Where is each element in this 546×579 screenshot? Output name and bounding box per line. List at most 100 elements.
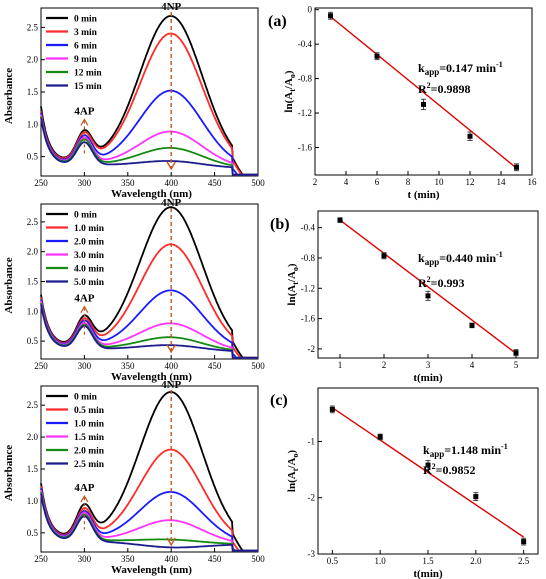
legend-label: 12 min (74, 69, 102, 79)
x-tick-label: 450 (208, 361, 222, 371)
y-axis-title: Absorbance (3, 445, 15, 501)
r2-symbol: R (423, 463, 432, 477)
y-tick-label: -1.6 (298, 142, 313, 152)
spectrum-line (40, 493, 258, 552)
legend-label: 0 min (74, 211, 98, 221)
x-tick-label: 350 (121, 178, 135, 188)
y-axis-title-part: /A (283, 78, 295, 90)
kapp-symbol: k (423, 443, 430, 457)
x-tick-label: 2.5 (518, 556, 530, 566)
legend-label: 1.5 min (74, 433, 105, 443)
y-tick-label: 2.5 (27, 217, 39, 227)
x-axis-title: t(min) (413, 372, 443, 384)
x-tick-label: 500 (251, 361, 265, 371)
spectrum-line (40, 117, 258, 176)
r2-symbol: R (418, 82, 427, 96)
kapp-subscript: app (425, 67, 440, 77)
legend-label: 0 min (74, 393, 98, 403)
legend-label: 1.0 min (74, 420, 105, 430)
kapp-text: kapp=0.440 min-1 (418, 250, 503, 267)
y-tick-label: 1.5 (27, 464, 39, 474)
kinetics-panel-b: 1 2 3 4 5 -0.4 -0.8 -1.2 -1.6 -2 t(min) ln(At/Ao) (b… (270, 210, 539, 384)
data-point (377, 434, 383, 440)
y-tick-label: 1.0 (27, 306, 39, 316)
y-axis-title: Absorbance (3, 68, 15, 124)
y-tick-label: -2 (308, 344, 316, 354)
y-tick-label: 1.0 (27, 119, 39, 129)
x-tick-label: 4 (470, 360, 475, 370)
arrow-head-down (166, 161, 176, 171)
r2-text: R2=0.993 (418, 275, 465, 290)
y-tick-label: -0.8 (298, 74, 313, 84)
legend-label: 2.0 min (74, 238, 105, 248)
x-tick-label: 500 (251, 554, 265, 564)
x-tick-label: 300 (78, 554, 92, 564)
x-tick-label: 14 (497, 177, 507, 187)
y-tick-label: 2.0 (27, 247, 39, 257)
x-tick-label: 16 (528, 177, 538, 187)
r2-exponent: 2 (432, 462, 436, 471)
y-tick-label: 1.5 (27, 277, 39, 287)
y-axis-title-part: o (291, 267, 300, 271)
legend-label: 2.0 min (74, 447, 105, 457)
y-axis-title-part: ln(A (283, 92, 295, 113)
r2-text: R2=0.9852 (423, 462, 476, 477)
x-tick-label: 6 (375, 177, 380, 187)
data-point (513, 350, 519, 356)
x-tick-label: 450 (208, 554, 222, 564)
x-axis-title: Wavelength (nm) (111, 188, 192, 200)
arrow-head-down (166, 344, 176, 354)
annotation-4np: 4NP (161, 197, 181, 209)
annotation-4np: 4NP (161, 1, 181, 13)
x-tick-label: 400 (164, 361, 178, 371)
y-tick-label: 0.5 (27, 528, 39, 538)
y-axis-title-part: ln(A (286, 471, 298, 492)
y-tick-label: -0.4 (301, 223, 316, 233)
y-tick-label: 2.5 (27, 22, 39, 32)
spectrum-line (40, 114, 258, 176)
annotation-4ap: 4AP (74, 105, 94, 117)
y-tick-label: 0.5 (27, 152, 39, 162)
r2-exponent: 2 (427, 81, 431, 90)
data-point (374, 53, 380, 59)
x-axis-title: Wavelength (nm) (111, 371, 192, 383)
data-point (425, 462, 431, 468)
x-tick-label: 400 (164, 178, 178, 188)
spectrum-line (40, 32, 258, 176)
data-point (337, 217, 343, 223)
legend-label: 2.5 min (74, 460, 105, 470)
r2-value: =0.9898 (431, 82, 471, 96)
y-axis-title: ln(At/Ao) (286, 450, 300, 492)
kinetics-panel-c: 0.5 1.0 1.5 2.0 2.5 -1 -2 -3 t(min) ln(At/Ao) (c) k… (270, 387, 539, 579)
data-point (521, 539, 527, 545)
x-tick-label: 1.5 (422, 556, 434, 566)
kapp-text: kapp=0.147 min-1 (418, 60, 503, 77)
legend-label: 6 min (74, 42, 98, 52)
legend-label: 9 min (74, 55, 98, 65)
y-axis-title-part: t (291, 468, 300, 471)
annotation-4np: 4NP (161, 379, 181, 391)
y-tick-label: -2 (308, 493, 316, 503)
x-tick-label: 500 (251, 178, 265, 188)
fit-line (330, 16, 517, 169)
fit-line (331, 407, 525, 538)
legend-label: 0 min (74, 15, 98, 25)
x-tick-label: 2 (382, 360, 387, 370)
x-tick-label: 1 (338, 360, 343, 370)
data-point (425, 293, 431, 299)
fit-line (339, 219, 517, 355)
data-point (329, 406, 335, 412)
x-tick-label: 300 (78, 178, 92, 188)
y-axis-title: ln(At/Ao) (283, 70, 297, 112)
x-tick-label: 8 (406, 177, 411, 187)
y-axis-title-part: ) (286, 450, 298, 454)
spectra-panel-1: 250 300 350 400 450 500 0.5 1.0 1.5 2.0 2.5 Wavelen… (3, 1, 265, 200)
kapp-value: =0.147 min (439, 61, 496, 75)
x-tick-label: 250 (34, 178, 48, 188)
legend-label: 3 min (74, 28, 98, 38)
y-axis-title-part: t (288, 89, 297, 92)
x-tick-label: 250 (34, 554, 48, 564)
r2-value: =0.993 (431, 276, 465, 290)
legend-label: 5.0 min (74, 278, 105, 288)
